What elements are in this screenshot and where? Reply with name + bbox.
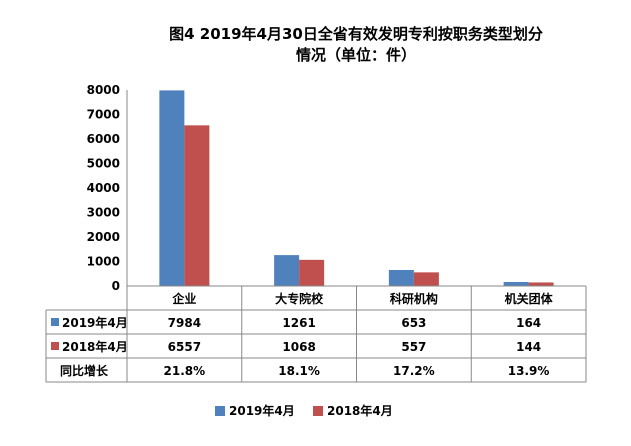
table-cell: 17.2% (393, 364, 435, 378)
category-label: 机关团体 (505, 291, 554, 306)
table-cell: 13.9% (508, 364, 550, 378)
table-cell: 18.1% (278, 364, 320, 378)
y-tick-label: 2000 (87, 230, 120, 244)
legend-key (313, 406, 323, 416)
table-cell: 144 (516, 340, 541, 354)
y-tick-label: 0 (112, 279, 120, 293)
table-cell: 1261 (282, 316, 315, 330)
chart-title-line1: 图4 2019年4月30日全省有效发明专利按职务类型划分 (169, 25, 543, 43)
table-cell: 6557 (168, 340, 201, 354)
bar-series1 (388, 270, 414, 286)
legend-key (215, 406, 225, 416)
bar-series2 (413, 272, 439, 286)
legend-label: 2018年4月 (327, 403, 393, 418)
legend: 2019年4月 2018年4月 (215, 403, 393, 418)
y-tick-label: 6000 (87, 132, 120, 146)
chart-title-line2: 情况（单位：件） (296, 46, 416, 64)
table-row-label: 2018年4月 (62, 339, 128, 354)
table-legend-key (51, 342, 59, 350)
table-cell: 1068 (282, 340, 315, 354)
y-tick-label: 8000 (87, 83, 120, 97)
bar-series1 (274, 255, 300, 286)
y-tick-label: 7000 (87, 108, 120, 122)
bar-series2 (528, 282, 554, 286)
category-label: 企业 (171, 291, 196, 306)
bar-series2 (184, 125, 210, 286)
table-cell: 653 (401, 316, 426, 330)
y-tick-label: 4000 (87, 181, 120, 195)
bar-series (159, 90, 554, 286)
y-tick-label: 5000 (87, 157, 120, 171)
table-row-label: 2019年4月 (62, 315, 128, 330)
table-cell: 557 (401, 340, 426, 354)
table-legend-key (51, 318, 59, 326)
table-cell: 7984 (168, 316, 201, 330)
data-table: 企业 大专院校 科研机构 机关团体 2019年4月 7984 1261 653 164 2018年… (45, 286, 587, 383)
category-label: 大专院校 (275, 291, 324, 306)
table-cell: 21.8% (164, 364, 206, 378)
bar-series2 (299, 259, 325, 286)
table-cell: 164 (516, 316, 541, 330)
bar-series1 (159, 90, 185, 286)
legend-label: 2019年4月 (229, 403, 295, 418)
table-row-label: 同比增长 (60, 363, 109, 378)
category-label: 科研机构 (390, 291, 438, 306)
y-tick-label: 1000 (87, 255, 120, 269)
y-tick-label: 3000 (87, 206, 120, 220)
bar-series1 (503, 281, 529, 286)
y-axis-tick-labels: 0 1000 2000 3000 4000 5000 6000 7000 8000 (87, 83, 120, 293)
